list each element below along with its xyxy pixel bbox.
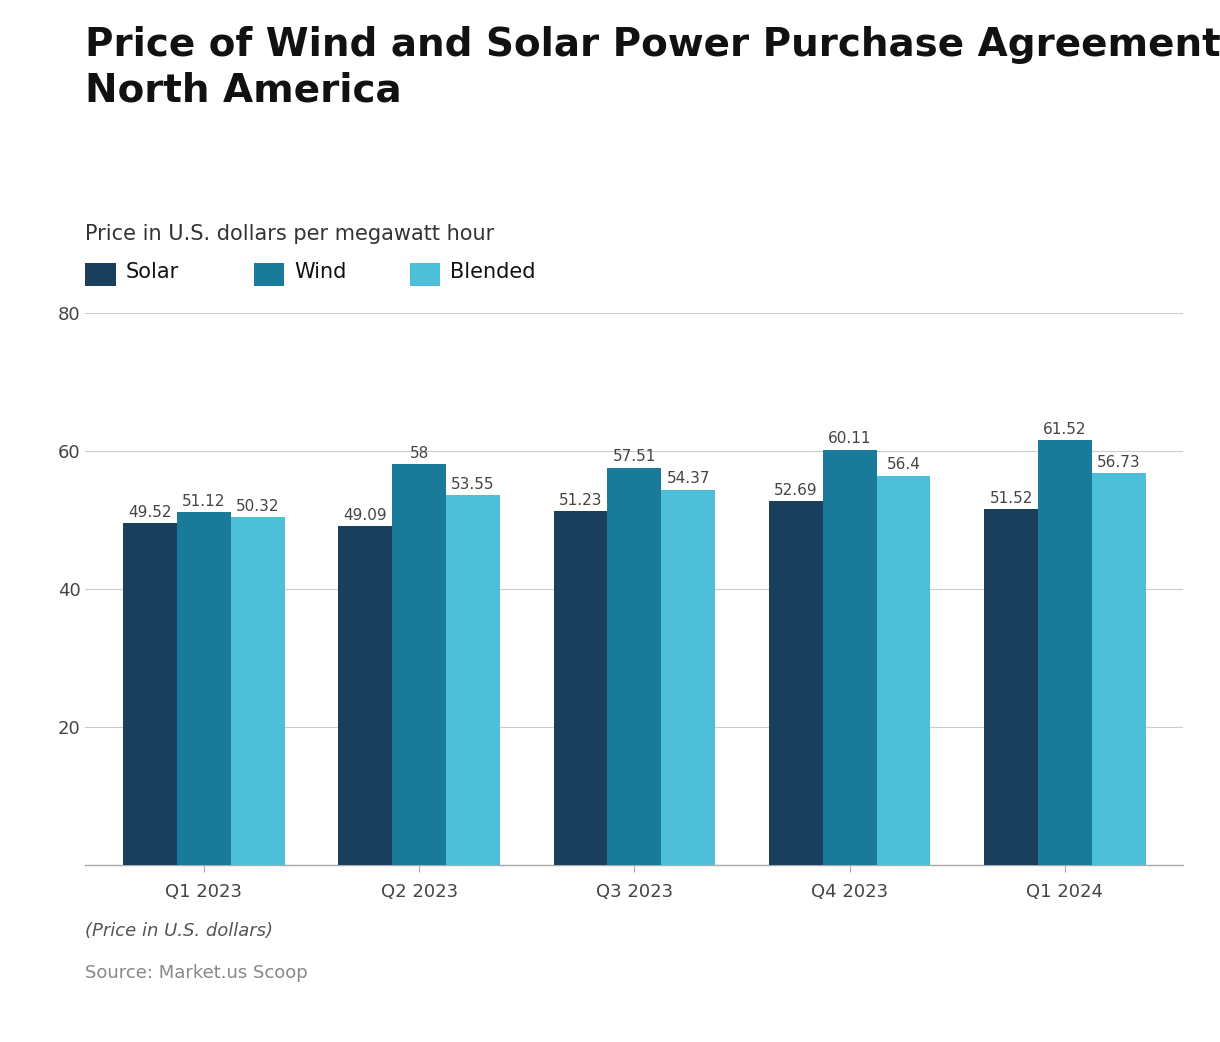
Bar: [231, 518, 284, 865]
Text: 51.12: 51.12: [182, 494, 226, 508]
Bar: [123, 523, 177, 865]
Text: 51.23: 51.23: [559, 493, 603, 507]
Text: 61.52: 61.52: [1043, 422, 1087, 437]
Text: Price in U.S. dollars per megawatt hour: Price in U.S. dollars per megawatt hour: [85, 224, 494, 244]
Bar: [608, 468, 661, 865]
Text: Source: Market.us Scoop: Source: Market.us Scoop: [85, 964, 309, 982]
Bar: [661, 490, 715, 865]
Bar: [447, 495, 500, 865]
Text: 56.73: 56.73: [1097, 454, 1141, 470]
Text: 49.09: 49.09: [344, 507, 387, 522]
Bar: [554, 512, 608, 865]
Text: 51.52: 51.52: [989, 491, 1033, 505]
Text: Price of Wind and Solar Power Purchase Agreements in
North America: Price of Wind and Solar Power Purchase A…: [85, 26, 1220, 109]
Text: 52.69: 52.69: [773, 482, 817, 498]
Bar: [338, 526, 392, 865]
Text: 56.4: 56.4: [887, 457, 920, 472]
Text: Solar: Solar: [126, 262, 179, 281]
Text: Blended: Blended: [450, 262, 536, 281]
Text: 57.51: 57.51: [612, 449, 656, 465]
Text: (Price in U.S. dollars): (Price in U.S. dollars): [85, 922, 273, 940]
Bar: [1092, 473, 1146, 865]
Bar: [985, 510, 1038, 865]
Text: 54.37: 54.37: [666, 471, 710, 486]
Text: 58: 58: [410, 446, 428, 461]
Bar: [877, 475, 931, 865]
Text: 49.52: 49.52: [128, 504, 172, 520]
Text: Wind: Wind: [294, 262, 346, 281]
Bar: [1038, 440, 1092, 865]
Text: 50.32: 50.32: [235, 499, 279, 514]
Text: 53.55: 53.55: [451, 477, 494, 492]
Bar: [392, 465, 447, 865]
Bar: [769, 501, 822, 865]
Bar: [177, 512, 231, 865]
Text: 60.11: 60.11: [828, 431, 871, 446]
Bar: [822, 450, 877, 865]
